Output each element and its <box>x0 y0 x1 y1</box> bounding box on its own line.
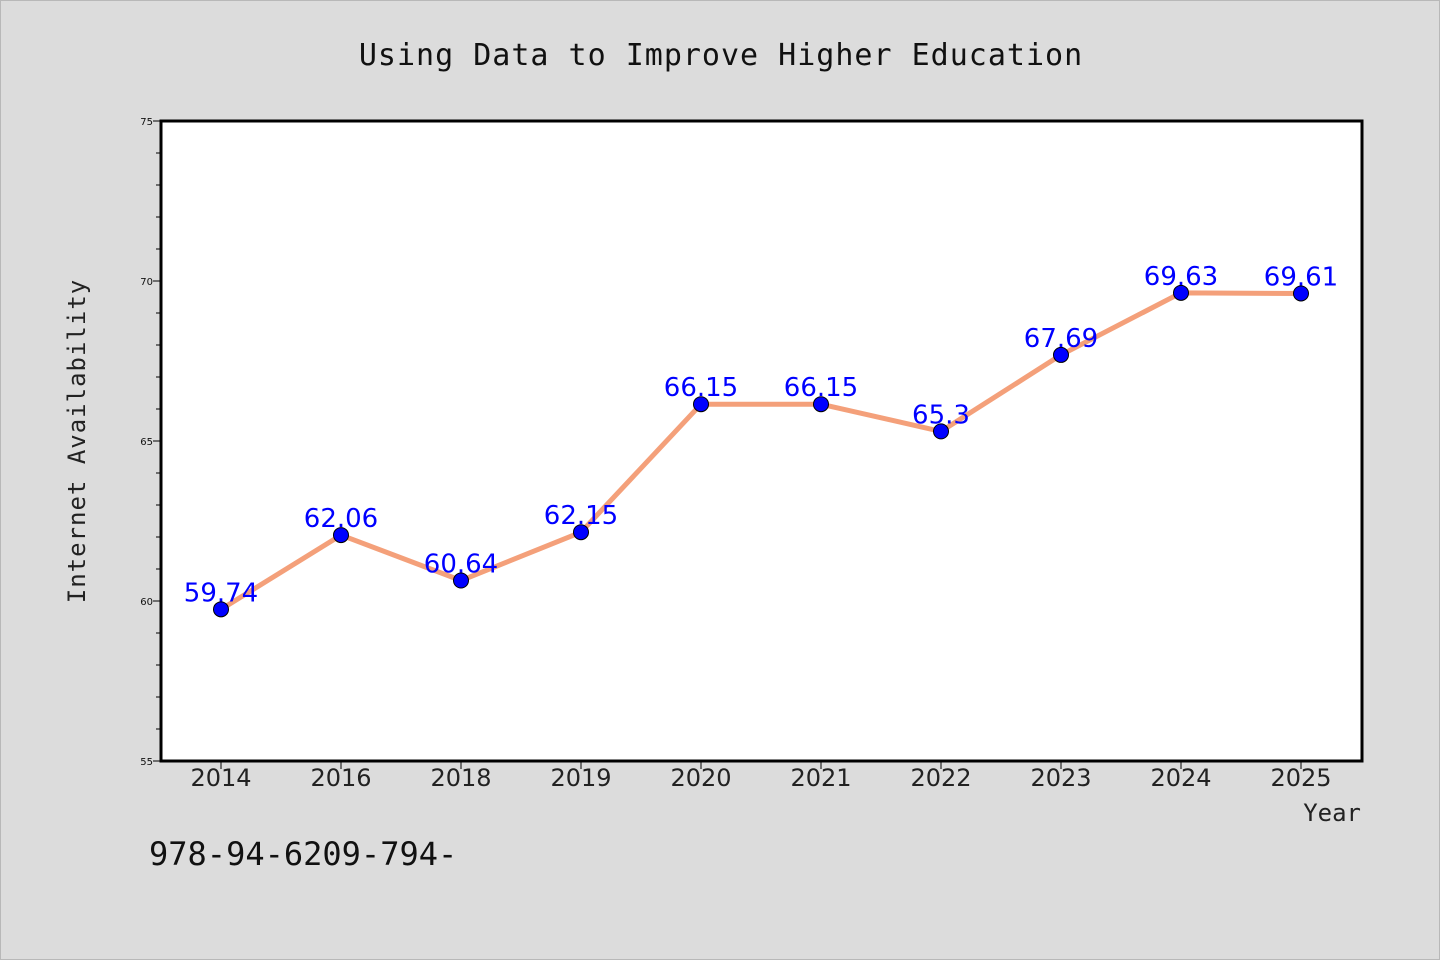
x-tick-label: 2024 <box>1150 764 1211 792</box>
data-label: 62.15 <box>544 501 618 531</box>
x-tick-label: 2022 <box>910 764 971 792</box>
data-point-marker <box>213 601 229 618</box>
y-tick-label: 60 <box>140 597 153 608</box>
x-tick-label: 2018 <box>430 764 491 792</box>
data-point-marker <box>453 572 469 589</box>
data-point-marker <box>573 524 589 541</box>
x-tick-label: 2023 <box>1030 764 1091 792</box>
data-point-marker <box>933 423 949 440</box>
x-tick-label: 2021 <box>790 764 851 792</box>
data-labels-layer: 59.74 62.06 60.64 62.15 66.15 66.15 65.3 67.69 6… <box>184 262 1338 608</box>
data-point-marker <box>813 396 829 413</box>
data-point-marker <box>1293 285 1309 302</box>
y-tick-label: 55 <box>140 757 153 768</box>
chart-title: Using Data to Improve Higher Education <box>359 38 1083 73</box>
x-tick-label: 2016 <box>310 764 371 792</box>
x-tick-label: 2020 <box>670 764 731 792</box>
y-axis-title: Internet Availability <box>63 279 91 603</box>
y-tick-label: 65 <box>140 437 153 448</box>
data-label: 66.15 <box>784 373 858 403</box>
footnote-isbn: 978-94-6209-794- <box>149 835 457 873</box>
data-label: 66.15 <box>664 373 738 403</box>
x-axis-title: Year <box>1303 799 1361 827</box>
y-tick-label: 70 <box>140 277 153 288</box>
data-point-marker <box>693 396 709 413</box>
plot-area <box>159 119 1364 763</box>
data-label: 60.64 <box>424 550 498 580</box>
data-label: 62.06 <box>304 504 378 534</box>
x-axis-ticks: 2014 2016 2018 2019 2020 2021 2022 2023 2024 2025 <box>190 761 1332 792</box>
y-axis-ticks: 55 60 65 70 75 <box>140 117 161 768</box>
data-point-marker <box>333 527 349 544</box>
series-line <box>218 290 1304 612</box>
x-tick-label: 2019 <box>550 764 611 792</box>
x-tick-label: 2014 <box>190 764 251 792</box>
y-tick-label: 75 <box>140 117 153 128</box>
series-layer <box>213 284 1309 618</box>
data-point-marker <box>1173 284 1189 301</box>
data-label: 69.61 <box>1264 262 1338 292</box>
data-point-marker <box>1053 346 1069 363</box>
data-label: 59.74 <box>184 578 258 608</box>
data-label: 65.3 <box>912 400 970 430</box>
data-label: 67.69 <box>1024 324 1098 354</box>
x-tick-label: 2025 <box>1270 764 1331 792</box>
data-label: 69.63 <box>1144 262 1218 292</box>
